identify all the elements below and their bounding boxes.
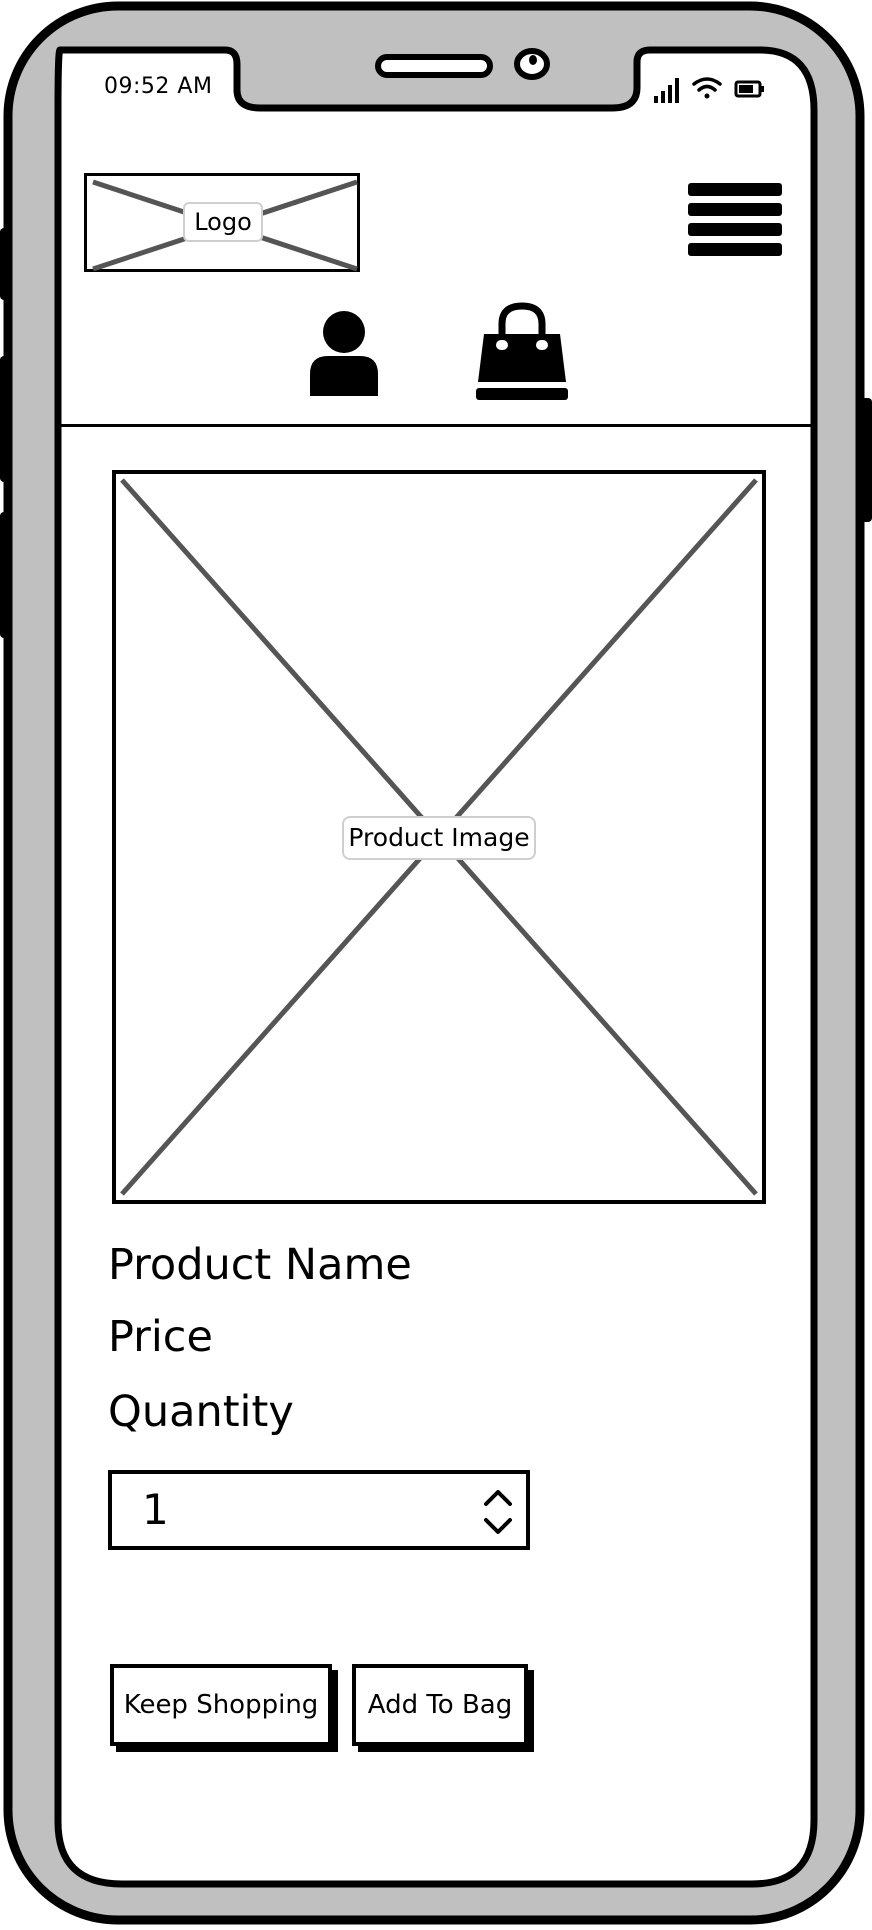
chevron-up-icon[interactable] [484,1490,512,1506]
chevron-down-icon[interactable] [484,1518,512,1534]
logo-label: Logo [183,202,263,242]
stepper-arrows[interactable] [480,1484,516,1540]
quantity-label: Quantity [108,1387,294,1437]
wifi-icon [692,77,722,99]
header-divider [57,424,814,427]
product-name: Product Name [108,1240,412,1290]
quantity-stepper[interactable]: 1 [108,1470,530,1550]
product-image-label: Product Image [342,816,536,860]
status-icons [654,77,764,103]
keep-shopping-button[interactable]: Keep Shopping [110,1664,332,1746]
hamburger-menu-icon[interactable] [686,181,786,261]
product-price: Price [108,1312,213,1362]
signal-icon [654,78,679,103]
shopping-bag-icon[interactable] [472,302,572,402]
user-account-icon[interactable] [306,310,382,398]
add-to-bag-button[interactable]: Add To Bag [352,1664,528,1746]
battery-icon [734,80,764,98]
status-time: 09:52 AM [104,74,213,99]
quantity-value[interactable]: 1 [142,1485,169,1534]
